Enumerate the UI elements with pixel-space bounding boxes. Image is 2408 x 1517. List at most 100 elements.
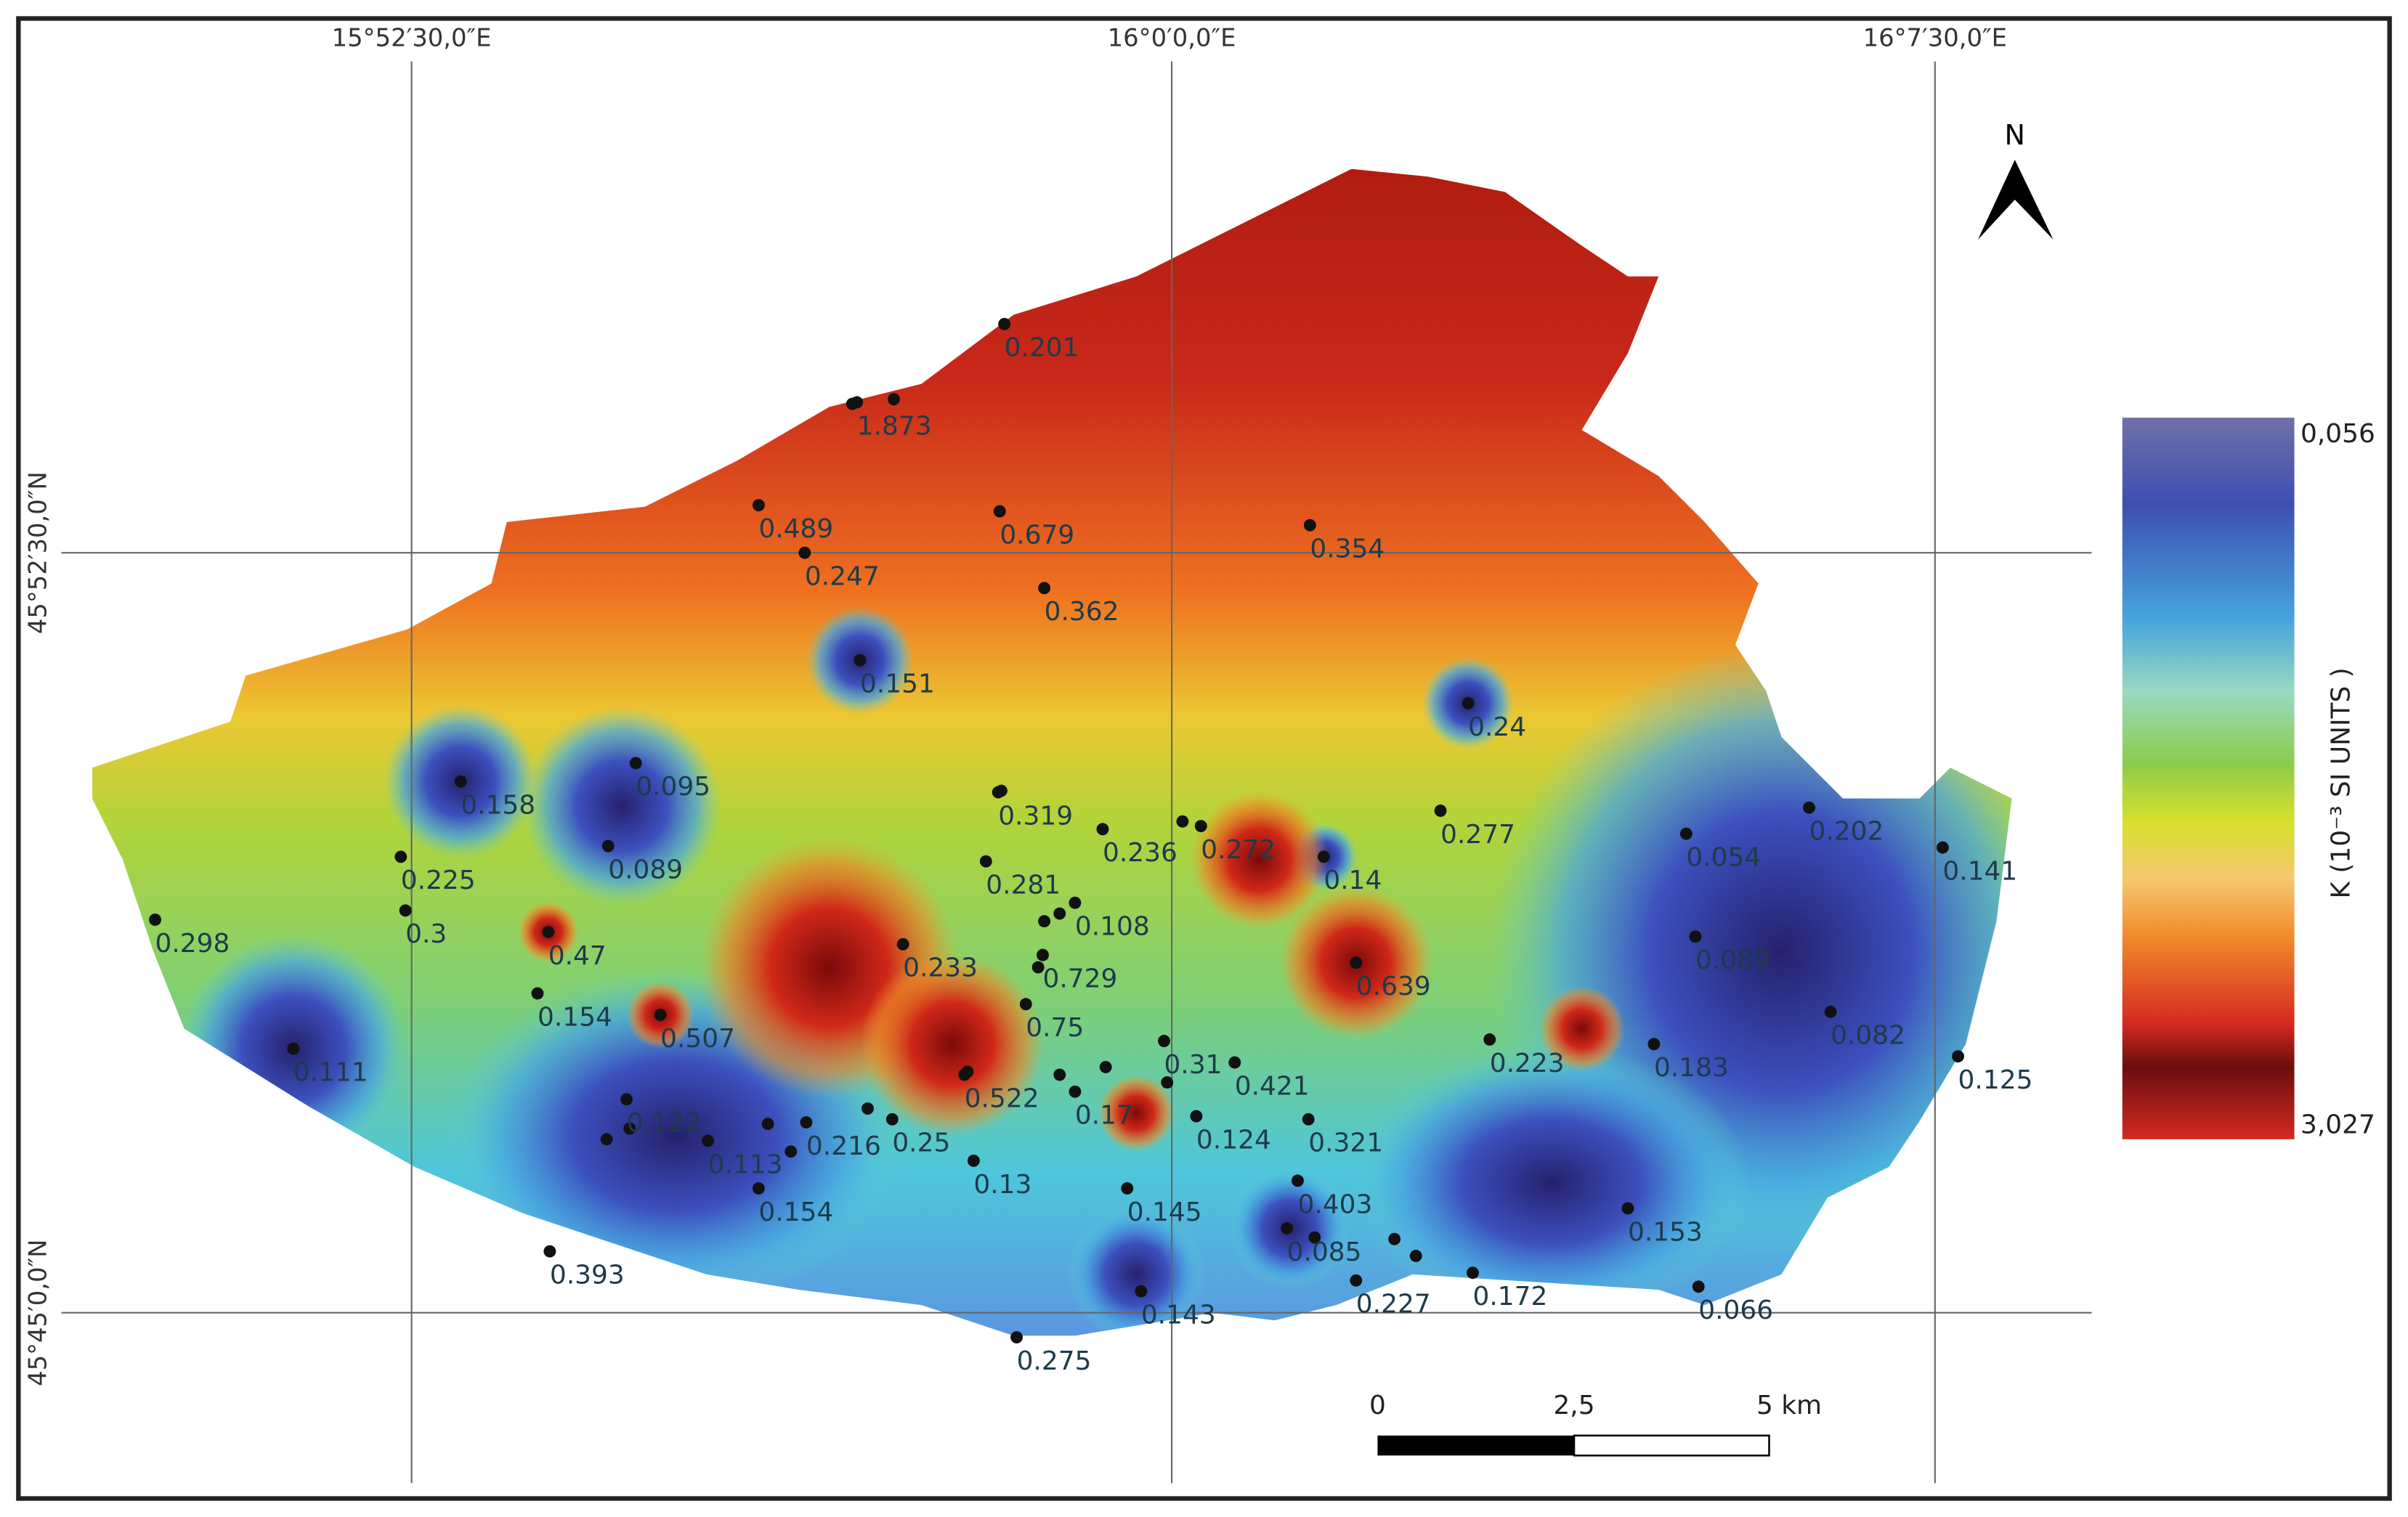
sample-label: 0.183 <box>1654 1053 1729 1083</box>
high-zone <box>1098 1075 1175 1152</box>
sample-label: 0.202 <box>1809 817 1884 847</box>
sample-point <box>454 775 467 788</box>
sample-point <box>1031 961 1045 974</box>
sample-point <box>1099 1060 1112 1073</box>
sample-label: 0.3 <box>405 919 447 949</box>
sample-label: 0.225 <box>401 866 476 895</box>
legend-min: 3,027 <box>2300 1110 2375 1139</box>
sample-label: 0.729 <box>1043 964 1118 994</box>
longitude-label: 15°52′30,0″E <box>332 24 492 52</box>
sample-label: 0.141 <box>1942 857 2017 887</box>
sample-point <box>1161 1076 1174 1089</box>
sample-point <box>1135 1285 1148 1298</box>
sample-point <box>654 1009 667 1022</box>
sample-point <box>1350 956 1363 969</box>
sample-point <box>531 987 544 1000</box>
sample-point <box>1467 1266 1479 1280</box>
scale-bar-light <box>1573 1434 1770 1457</box>
sample-label: 0.421 <box>1235 1072 1310 1102</box>
sample-label: 0.233 <box>903 953 978 983</box>
sample-label: 0.111 <box>293 1057 368 1087</box>
sample-label: 0.403 <box>1297 1189 1372 1219</box>
scale-label: 5 km <box>1756 1391 1822 1420</box>
sample-point <box>854 654 867 667</box>
sample-point <box>600 1133 613 1146</box>
sample-label: 0.108 <box>1075 912 1150 942</box>
sample-label: 0.223 <box>1490 1049 1565 1078</box>
sample-label: 0.122 <box>627 1108 702 1138</box>
sample-point <box>1292 1174 1304 1187</box>
sample-point <box>752 499 765 512</box>
sample-label: 0.154 <box>758 1197 833 1227</box>
sample-label: 0.281 <box>986 871 1061 900</box>
sample-point <box>1824 1005 1837 1018</box>
sample-point <box>998 317 1011 330</box>
sample-label: 0.362 <box>1045 597 1119 627</box>
sample-point <box>1038 582 1051 595</box>
sample-point <box>851 396 864 409</box>
longitude-label: 16°7′30,0″E <box>1863 24 2007 52</box>
sample-point <box>149 914 161 926</box>
legend-colorbar <box>2122 418 2295 1139</box>
sample-label: 0.054 <box>1686 842 1761 872</box>
sample-label: 0.639 <box>1356 972 1431 1001</box>
sample-label: 0.25 <box>892 1128 950 1158</box>
high-zone <box>859 951 1045 1136</box>
sample-point <box>620 1093 633 1106</box>
sample-point <box>993 505 1006 518</box>
sample-label: 0.089 <box>1695 945 1770 975</box>
sample-label: 0.319 <box>998 801 1073 831</box>
high-zone <box>1190 790 1329 930</box>
north-arrow <box>1978 159 2054 240</box>
sample-point <box>1936 841 1949 854</box>
sample-label: 0.095 <box>636 772 710 802</box>
scale-label: 0 <box>1369 1391 1386 1420</box>
sample-label: 0.507 <box>660 1024 735 1054</box>
sample-point <box>1803 801 1815 814</box>
sample-label: 0.153 <box>1628 1217 1703 1247</box>
frame <box>16 16 2392 1501</box>
sample-point <box>752 1182 765 1195</box>
sample-point <box>1483 1033 1496 1046</box>
sample-point <box>798 546 811 559</box>
sample-label: 0.124 <box>1196 1125 1271 1155</box>
sample-point <box>1647 1038 1661 1051</box>
sample-point <box>1053 1068 1066 1081</box>
scale-label: 2,5 <box>1553 1391 1594 1420</box>
sample-label: 0.275 <box>1017 1346 1092 1376</box>
sample-label: 0.679 <box>1000 521 1074 550</box>
sample-label: 0.066 <box>1698 1296 1773 1325</box>
graticule <box>61 61 2092 1484</box>
sample-point <box>394 850 408 863</box>
sample-label: 0.145 <box>1127 1197 1202 1227</box>
sample-label: 0.247 <box>805 562 880 592</box>
sample-label: 0.216 <box>806 1131 881 1161</box>
sample-point <box>785 1145 798 1158</box>
sample-label: 0.321 <box>1308 1128 1383 1158</box>
sample-point <box>1302 1113 1315 1126</box>
sample-point <box>1434 804 1447 817</box>
latitude-label: 45°45′0,0″N <box>23 1240 52 1386</box>
sample-point <box>1019 998 1032 1011</box>
sample-point <box>1308 1231 1321 1244</box>
sample-point <box>862 1102 874 1115</box>
sample-point <box>887 393 900 406</box>
sample-point <box>702 1134 715 1147</box>
sample-label: 0.298 <box>155 929 230 959</box>
legend-title: K (10⁻³ SI UNITS ) <box>2327 667 2356 898</box>
sample-label: 0.47 <box>548 941 607 971</box>
sample-label: 0.143 <box>1141 1301 1216 1330</box>
samples: 0.201 1.873 0.489 0.679 0.354 0.247 0.362 0.151… <box>149 317 2032 1376</box>
sample-point <box>1350 1274 1363 1287</box>
sample-label: 0.151 <box>860 670 935 699</box>
legend-max: 0,056 <box>2300 419 2375 449</box>
sample-point <box>1388 1232 1401 1245</box>
sample-point <box>1689 930 1702 943</box>
sample-label: 0.089 <box>608 855 683 884</box>
sample-label: 0.13 <box>973 1170 1031 1200</box>
sample-label: 0.082 <box>1831 1021 1905 1051</box>
sample-label: 0.236 <box>1103 838 1177 868</box>
sample-point <box>1096 823 1109 836</box>
north-label: N <box>2005 119 2025 151</box>
sample-point <box>896 938 909 951</box>
